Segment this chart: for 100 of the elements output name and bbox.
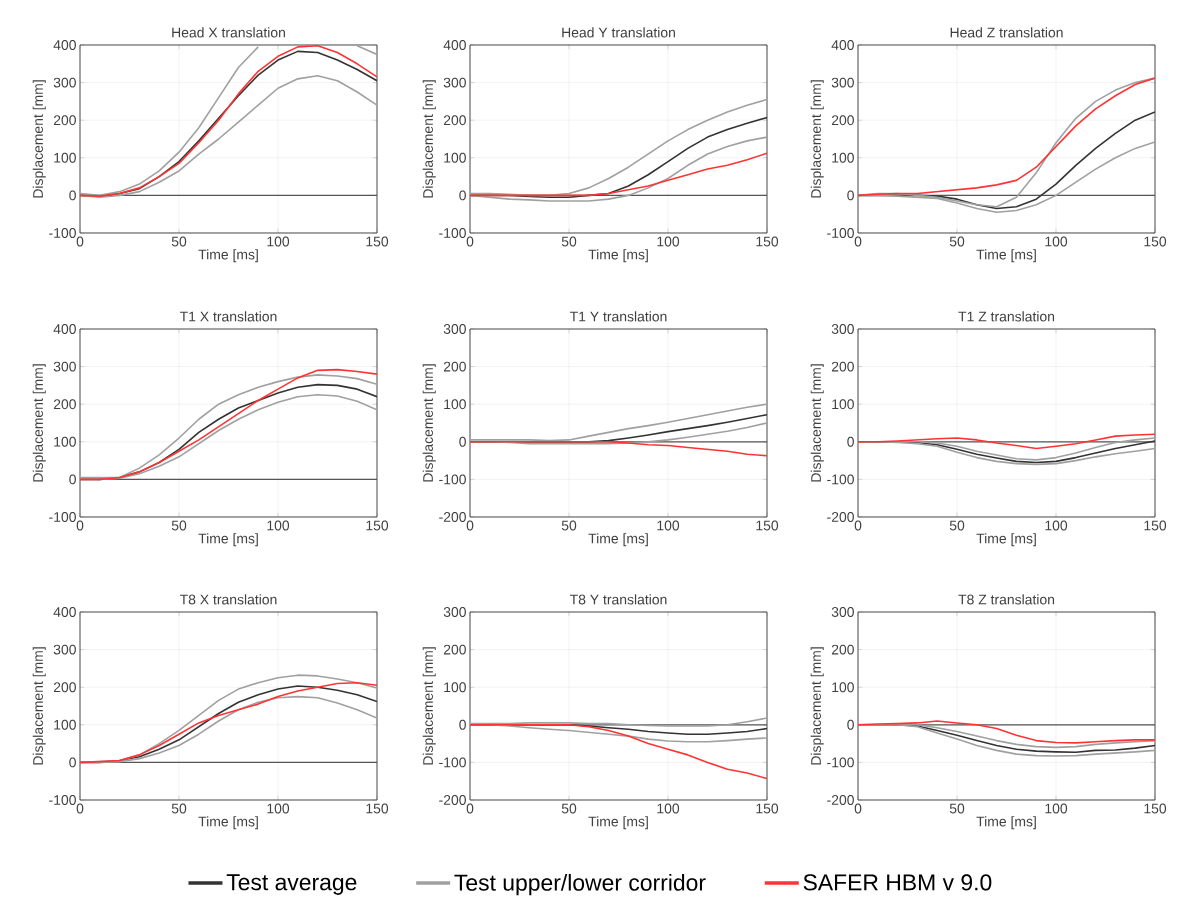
y-axis-title: Displacement [mm] [32,647,46,765]
y-tick-label: -100 [827,474,854,485]
y-tick-label: 200 [53,682,76,693]
y-tick-label: -100 [827,228,854,238]
x-tick-label: 0 [466,520,474,531]
chart-title: T8 Y translation [569,594,667,605]
x-tick-label: 50 [561,520,577,531]
y-tick-label: 300 [831,77,854,88]
x-tick-label: 50 [949,236,965,247]
y-tick-label: -200 [439,795,466,805]
x-tick-label: 150 [756,803,779,814]
y-tick-label: 0 [459,436,466,447]
y-tick-label: 200 [53,399,76,410]
y-tick-label: 200 [831,644,854,655]
x-tick-label: 0 [466,803,474,814]
chart-title: Head Z translation [950,27,1063,38]
y-tick-label: 200 [53,115,76,126]
y-tick-label: 300 [831,324,854,334]
y-tick-label: 100 [832,399,854,410]
chart-title: T1 Y translation [569,311,667,322]
legend-label: Test upper/lower corridor [454,873,706,896]
x-tick-label: 100 [1045,803,1068,814]
y-tick-label: 100 [54,719,76,730]
x-tick-label: 0 [854,236,862,247]
y-tick-label: 400 [53,40,76,50]
x-tick-label: 50 [171,803,187,814]
y-tick-label: 0 [69,190,76,201]
x-tick-label: 150 [366,236,389,247]
x-tick-label: 100 [657,520,680,531]
y-axis-title: Displacement [mm] [810,364,824,482]
x-tick-label: 50 [561,803,577,814]
x-tick-label: 100 [657,236,680,247]
y-axis-title: Displacement [mm] [422,80,436,198]
y-tick-label: 300 [443,324,466,334]
y-axis-title: Displacement [mm] [32,80,46,198]
y-tick-label: -100 [49,795,76,805]
y-tick-label: 400 [831,40,854,50]
y-tick-label: 300 [443,607,466,617]
y-tick-label: 400 [443,40,466,50]
y-tick-label: 200 [831,115,854,126]
y-tick-label: 100 [54,436,76,447]
x-tick-label: 150 [1144,803,1167,814]
x-tick-label: 100 [1045,236,1068,247]
y-tick-label: 400 [53,607,76,617]
y-axis-title: Displacement [mm] [422,647,436,765]
y-tick-label: 0 [459,719,466,730]
y-tick-label: 0 [847,190,854,201]
x-tick-label: 100 [267,520,290,531]
y-tick-label: -100 [439,228,466,238]
chart-title: Head Y translation [562,27,675,38]
x-axis-title: Time [ms] [976,249,1036,263]
legend-label: Test average [226,874,357,895]
y-tick-label: 200 [831,361,854,372]
x-axis-title: Time [ms] [976,816,1036,830]
y-tick-label: 200 [443,644,466,655]
x-tick-label: 150 [756,520,779,531]
x-tick-label: 150 [366,520,389,531]
y-axis-title: Displacement [mm] [810,80,824,198]
y-tick-label: -100 [827,757,854,768]
x-tick-label: 0 [854,520,862,531]
y-tick-label: 400 [53,324,76,334]
y-tick-label: 300 [53,644,76,655]
x-axis-title: Time [ms] [588,816,648,830]
y-tick-label: 200 [443,361,466,372]
y-tick-label: 300 [53,77,76,88]
y-tick-label: 100 [832,152,854,163]
x-axis-title: Time [ms] [198,816,258,830]
x-tick-label: 50 [171,236,187,247]
y-tick-label: 0 [847,436,854,447]
x-tick-label: 0 [854,803,862,814]
x-tick-label: 100 [657,803,680,814]
y-tick-label: 100 [832,682,854,693]
x-tick-label: 50 [171,520,187,531]
y-tick-label: 100 [444,682,466,693]
y-tick-label: -100 [439,757,466,768]
y-tick-label: -100 [49,512,76,522]
y-axis-title: Displacement [mm] [810,647,824,765]
x-tick-label: 100 [267,236,290,247]
chart-title: T8 X translation [179,594,277,605]
x-axis-title: Time [ms] [198,249,258,263]
x-tick-label: 0 [76,520,84,531]
legend-label: SAFER HBM v 9.0 [803,874,992,891]
y-tick-label: 100 [444,399,466,410]
x-tick-label: 150 [366,803,389,814]
y-tick-label: 300 [831,607,854,617]
chart-title: T8 Z translation [958,594,1055,605]
y-tick-label: 200 [443,115,466,126]
x-axis-title: Time [ms] [976,533,1036,547]
y-tick-label: 100 [54,152,76,163]
x-tick-label: 0 [466,236,474,247]
y-tick-label: -100 [49,228,76,238]
y-tick-label: 300 [443,77,466,88]
x-tick-label: 100 [1045,520,1068,531]
x-tick-label: 50 [949,803,965,814]
y-tick-label: -100 [439,474,466,485]
chart-title: Head X translation [172,27,285,38]
y-tick-label: 0 [459,190,466,201]
chart-title: T1 Z translation [958,311,1055,322]
y-axis-title: Displacement [mm] [32,364,46,482]
y-tick-label: -200 [827,795,854,805]
